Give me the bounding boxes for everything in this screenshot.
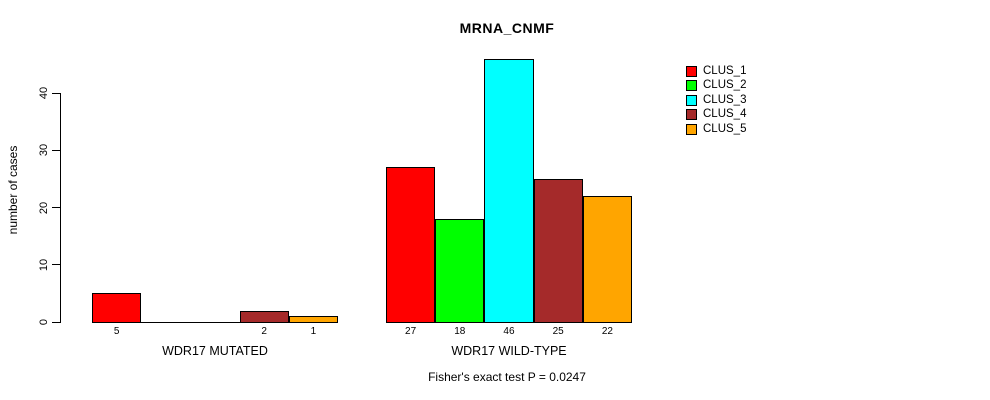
bar-clus_4 (533, 178, 583, 323)
y-tick (52, 149, 60, 151)
legend-swatch-clus_1 (686, 66, 697, 77)
legend-label: CLUS_3 (703, 93, 747, 106)
bar-clus_5 (582, 196, 632, 323)
chart-title: MRNA_CNMF (459, 20, 555, 36)
y-tick-label: 0 (38, 318, 50, 326)
legend-swatch-clus_2 (686, 80, 697, 92)
bar-value-label: 1 (310, 326, 317, 337)
y-tick (52, 207, 60, 208)
y-tick-label: 30 (38, 144, 50, 157)
zero-height-bar (190, 322, 240, 323)
legend-label: CLUS_1 (703, 65, 747, 77)
legend-label: CLUS_5 (703, 122, 747, 135)
bar-clus_5 (288, 316, 338, 323)
x-group-label-wild-type: WDR17 WILD-TYPE (451, 344, 567, 358)
y-axis-label: number of cases (6, 145, 20, 235)
y-axis-line (60, 93, 61, 323)
y-tick (52, 264, 60, 266)
bar-clus_1 (92, 293, 142, 323)
bar-value-label: 2 (261, 326, 267, 337)
y-tick-label: 40 (38, 86, 50, 100)
legend-swatch-clus_3 (686, 94, 697, 106)
bar-value-label: 18 (454, 326, 466, 337)
zero-height-bar (141, 322, 191, 323)
bar-value-label: 46 (503, 326, 515, 337)
y-tick (52, 321, 60, 323)
legend-swatch-clus_4 (686, 109, 697, 121)
y-tick-label: 20 (38, 201, 50, 214)
legend-swatch-clus_5 (686, 123, 697, 135)
bar-value-label: 22 (601, 326, 613, 337)
legend-label: CLUS_2 (703, 79, 747, 92)
bar-clus_3 (484, 58, 534, 323)
fisher-test-subtitle: Fisher's exact test P = 0.0247 (428, 370, 586, 384)
bar-value-label: 25 (552, 326, 564, 337)
bar-clus_2 (435, 218, 485, 323)
legend-label: CLUS_4 (703, 108, 747, 121)
y-tick (52, 92, 60, 94)
y-tick-label: 10 (38, 258, 50, 271)
bar-value-label: 27 (405, 326, 417, 337)
bar-clus_4 (239, 310, 289, 323)
bar-value-label: 5 (113, 326, 120, 337)
bar-clus_1 (386, 167, 436, 323)
x-group-label-mutated: WDR17 MUTATED (162, 344, 268, 358)
